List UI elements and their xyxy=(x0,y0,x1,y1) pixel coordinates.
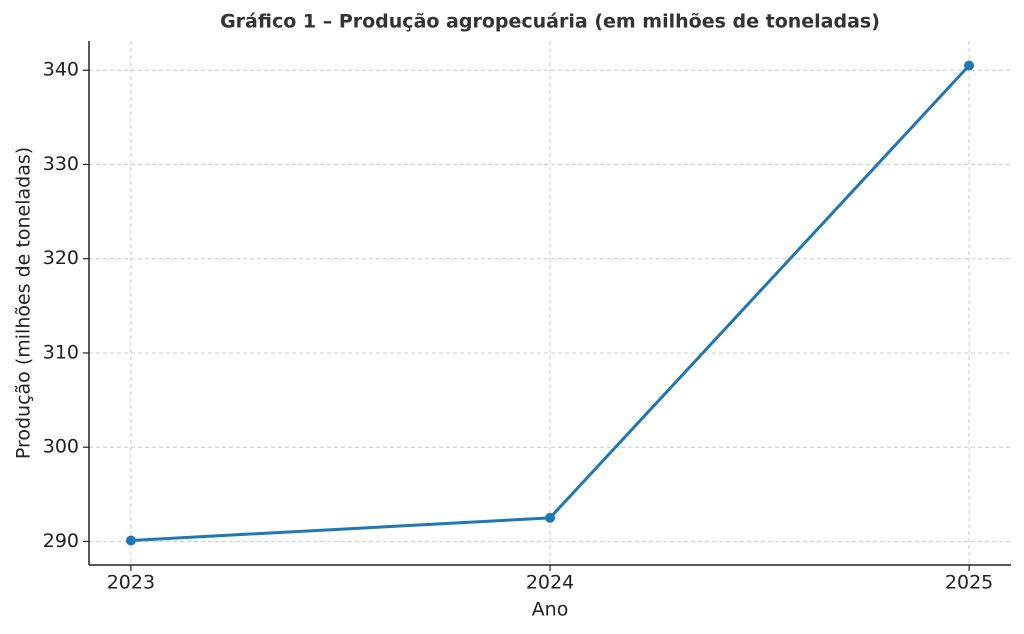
point xyxy=(545,512,555,523)
y-tick-label: 290 xyxy=(43,530,79,552)
x-tick-label: 2023 xyxy=(107,572,155,594)
y-tick-label: 320 xyxy=(43,247,79,269)
chart-title: Gráfico 1 – Produção agropecuária (em mi… xyxy=(220,11,880,33)
x-tick-label: 2024 xyxy=(526,572,574,594)
x-axis-label: Ano xyxy=(532,599,569,621)
x-tick-label: 2025 xyxy=(945,572,993,594)
y-tick-label: 310 xyxy=(43,341,79,363)
y-tick-label: 330 xyxy=(43,153,79,175)
y-axis-label: Produção (milhões de toneladas) xyxy=(13,147,35,459)
point xyxy=(964,60,975,71)
point xyxy=(125,535,136,546)
y-tick-label: 340 xyxy=(43,59,79,81)
y-tick-label: 300 xyxy=(43,436,79,458)
